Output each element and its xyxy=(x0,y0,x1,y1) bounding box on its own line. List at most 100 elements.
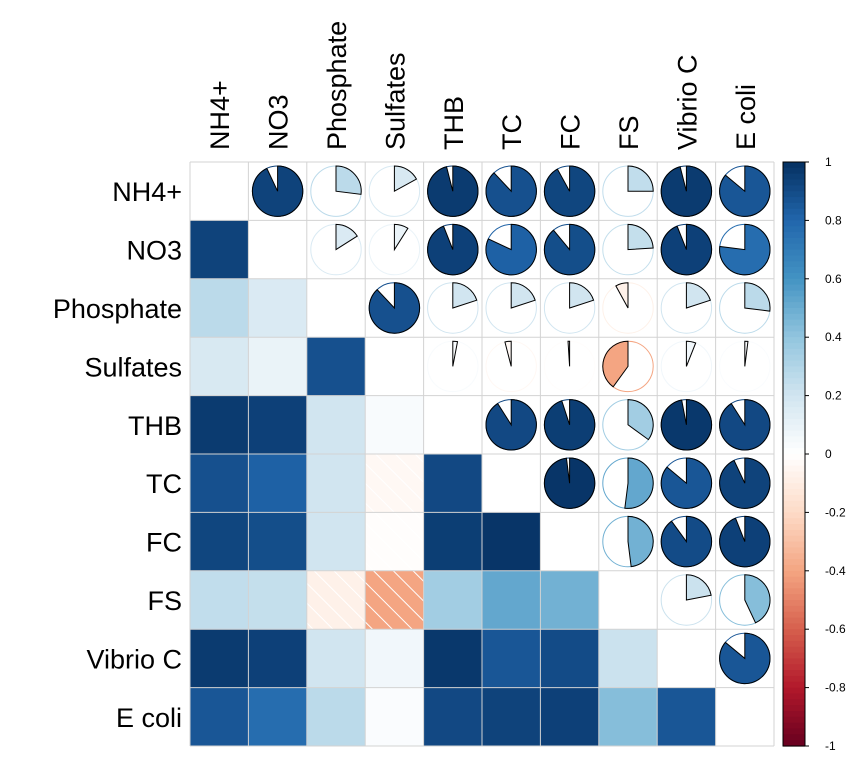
cell-nh4-no3-pie xyxy=(251,165,304,217)
colorbar-segment xyxy=(783,506,805,513)
cell-sulfates-tc-pie xyxy=(504,340,512,367)
colorbar-segment xyxy=(783,594,805,601)
cell-vibrio-c-fs xyxy=(598,629,658,688)
colorbar-segment xyxy=(783,337,805,344)
col-label-no3: NO3 xyxy=(264,94,294,150)
colorbar-segment xyxy=(783,395,805,403)
colorbar-segment xyxy=(783,179,805,186)
cell-thb-fs-pie xyxy=(627,399,654,441)
cell-thb-sulfates xyxy=(365,395,424,454)
column-labels: NH4+ NO3 Phosphate Sulfates THB TC FC FS Vibrio … xyxy=(205,21,761,150)
cell-fc-tc xyxy=(482,512,541,571)
cell-tc-e-coli-pie xyxy=(719,457,771,509)
cell-vibrio-c-fc xyxy=(540,629,599,688)
cell-tc-vibrio-c-pie xyxy=(660,457,713,509)
colorbar-segment xyxy=(783,208,805,216)
colorbar-segment xyxy=(783,524,805,531)
cell-vibrio-c-e-coli-pie xyxy=(719,632,771,685)
cell-phosphate-nh4 xyxy=(190,278,249,338)
cell-tc-tc xyxy=(482,454,541,513)
row-label-nh4: NH4+ xyxy=(112,177,182,207)
cell-no3-thb-pie xyxy=(427,223,479,276)
colorbar-segment xyxy=(783,185,805,192)
cell-e-coli-fs xyxy=(598,687,658,746)
colorbar-tick-label: 0.8 xyxy=(825,213,842,227)
colorbar-segment xyxy=(783,611,805,619)
cell-thb-nh4 xyxy=(190,395,249,454)
colorbar-tick-label: 0 xyxy=(825,447,832,461)
cell-fs-fs xyxy=(598,570,658,630)
colorbar-segment xyxy=(783,389,805,397)
colorbar-tick-label: 0.6 xyxy=(825,272,842,286)
colorbar-segment xyxy=(783,716,805,724)
colorbar-segment xyxy=(783,605,805,613)
colorbar-segment xyxy=(783,167,805,175)
col-label-phosphate: Phosphate xyxy=(322,21,352,150)
colorbar-segment xyxy=(783,202,805,210)
row-labels: NH4+ NO3 Phosphate Sulfates THB TC FC FS Vibrio … xyxy=(53,177,182,733)
col-label-vibrio-c: Vibrio C xyxy=(672,54,702,150)
row-label-tc: TC xyxy=(146,469,182,499)
cell-no3-fs-pie xyxy=(627,223,654,251)
colorbar-segment xyxy=(783,378,805,385)
cell-phosphate-thb-pie xyxy=(452,282,478,309)
colorbar-segment xyxy=(783,664,805,671)
colorbar-segment xyxy=(783,308,805,315)
cell-vibrio-c-no3 xyxy=(248,629,307,688)
colorbar-segment xyxy=(783,582,805,589)
colorbar-segment xyxy=(783,471,805,478)
cell-fs-vibrio-c-pie xyxy=(685,574,712,601)
cell-fc-vibrio-c-pie xyxy=(660,515,713,568)
colorbar-tick-label: -0.2 xyxy=(825,505,846,519)
colorbar-segment xyxy=(783,442,805,449)
cell-sulfates-thb-pie xyxy=(452,340,459,367)
cell-e-coli-thb xyxy=(423,687,482,746)
row-label-no3: NO3 xyxy=(126,236,182,266)
cell-phosphate-vibrio-c-pie xyxy=(685,282,711,309)
colorbar-tick-label: -0.6 xyxy=(825,622,846,636)
colorbar-segment xyxy=(783,249,805,257)
colorbar-segment xyxy=(783,267,805,274)
colorbar-segment xyxy=(783,512,805,519)
colorbar-segment xyxy=(783,407,805,414)
colorbar-segment xyxy=(783,588,805,595)
colorbar-segment xyxy=(783,652,805,659)
cell-e-coli-fc xyxy=(540,687,599,746)
cell-thb-fc-pie xyxy=(543,399,596,451)
colorbar-segment xyxy=(783,454,805,461)
cell-no3-sulfates-pie xyxy=(393,223,409,252)
cell-fc-fc xyxy=(540,512,599,571)
cell-tc-phosphate xyxy=(306,454,366,513)
cell-nh4-thb-pie xyxy=(427,165,479,217)
cell-fs-thb xyxy=(423,570,482,630)
colorbar-segment xyxy=(783,494,805,502)
colorbar-segment xyxy=(783,197,805,204)
colorbar-segment xyxy=(783,348,805,356)
cell-thb-vibrio-c-pie xyxy=(660,399,713,451)
colorbar-segment xyxy=(783,710,805,718)
cell-fc-no3 xyxy=(248,512,307,571)
colorbar-segment xyxy=(783,559,805,566)
col-label-sulfates: Sulfates xyxy=(380,52,410,150)
cell-nh4-tc-pie xyxy=(485,165,537,217)
cell-nh4-fs-pie xyxy=(627,165,654,192)
cell-phosphate-fs-pie xyxy=(615,282,629,309)
colorbar-segment xyxy=(783,734,805,741)
colorbar-segment xyxy=(783,483,805,490)
colorbar-segment xyxy=(783,699,805,706)
colorbar: 1 0.8 0.6 0.4 0.2 0 -0.2 -0.4 -0.6 -0.8 -1 xyxy=(782,155,846,753)
cell-thb-e-coli-pie xyxy=(719,399,771,451)
cell-sulfates-no3 xyxy=(248,337,307,396)
colorbar-segment xyxy=(783,191,805,198)
cell-nh4-phosphate-pie xyxy=(335,165,362,195)
colorbar-segment xyxy=(783,722,805,730)
colorbar-segment xyxy=(783,173,805,181)
cell-nh4-nh4 xyxy=(190,162,249,221)
cell-phosphate-fc-pie xyxy=(569,282,595,309)
colorbar-segment xyxy=(783,430,805,438)
cell-no3-tc-pie xyxy=(485,223,537,276)
colorbar-segment xyxy=(783,459,805,467)
colorbar-segment xyxy=(783,623,805,630)
colorbar-segment xyxy=(783,600,805,607)
